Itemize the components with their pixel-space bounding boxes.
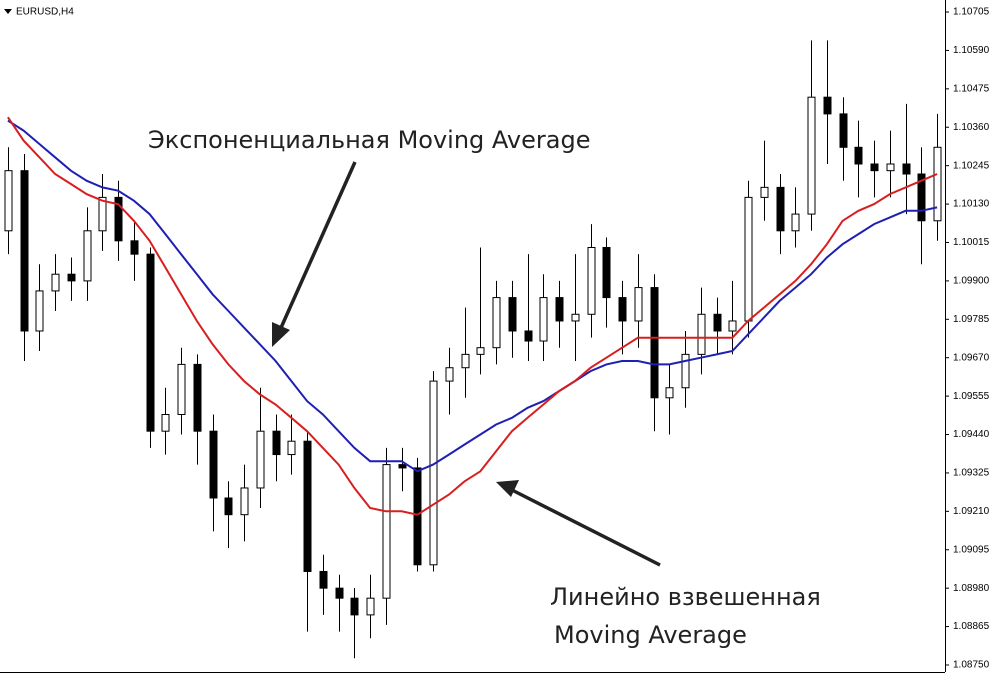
candle-body <box>398 464 407 469</box>
candle-body <box>83 230 92 282</box>
candle-body <box>760 186 769 198</box>
candle-body <box>508 297 517 332</box>
candle-body <box>319 570 328 589</box>
candle-body <box>382 464 391 599</box>
candle-body <box>224 497 233 516</box>
candle-body <box>807 96 816 215</box>
arrow-head <box>272 322 290 347</box>
candle-body <box>51 273 60 292</box>
arrow-head <box>496 480 519 497</box>
candle-body <box>839 113 848 148</box>
candle-body <box>854 146 863 165</box>
candle-body <box>193 363 202 432</box>
annotation: Линейно взвешенная <box>550 583 821 611</box>
y-tick-label: 1.10360 <box>953 122 990 133</box>
annotation: Экспоненциальная Moving Average <box>148 126 590 154</box>
candle-body <box>366 597 375 616</box>
y-tick-label: 1.09095 <box>953 544 990 555</box>
y-tick-label: 1.09210 <box>953 506 990 517</box>
candle-body <box>272 430 281 456</box>
arrow <box>511 488 661 567</box>
y-tick-label: 1.10590 <box>953 45 990 56</box>
candle-body <box>287 440 296 456</box>
candle-body <box>713 313 722 332</box>
moving-average-line <box>7 119 938 473</box>
candle-body <box>130 240 139 255</box>
candle-body <box>870 163 879 172</box>
y-tick-label: 1.09325 <box>953 468 990 479</box>
annotation: Moving Average <box>554 621 747 649</box>
candle-body <box>114 196 123 242</box>
candle-body <box>665 387 674 399</box>
y-tick-label: 1.10130 <box>953 199 990 210</box>
candle-body <box>917 173 926 222</box>
candle-body <box>209 430 218 499</box>
candle-body <box>618 297 627 322</box>
symbol-title: EURUSD,H4 <box>16 7 74 18</box>
candle-body <box>776 186 785 232</box>
candle-body <box>555 297 564 322</box>
y-tick-label: 1.09440 <box>953 429 990 440</box>
candle-body <box>20 170 29 332</box>
candle-body <box>492 297 501 349</box>
candle-body <box>539 297 548 342</box>
candle-body <box>650 287 659 399</box>
candle-body <box>146 253 155 432</box>
candle-body <box>744 196 753 322</box>
candle-body <box>98 196 107 232</box>
candle-body <box>933 146 942 222</box>
candle-body <box>240 487 249 516</box>
y-tick-label: 1.10245 <box>953 160 990 171</box>
candle-body <box>256 430 265 489</box>
candle-body <box>571 313 580 322</box>
candle-body <box>791 213 800 232</box>
candle-body <box>335 587 344 599</box>
candle-body <box>429 380 438 566</box>
candle-body <box>4 170 13 232</box>
candle-body <box>602 246 611 299</box>
y-tick-label: 1.09670 <box>953 352 990 363</box>
candle-body <box>476 347 485 355</box>
y-tick-label: 1.10475 <box>953 83 990 94</box>
candle-body <box>886 163 895 172</box>
arrows <box>272 161 661 567</box>
y-tick-label: 1.08980 <box>953 583 990 594</box>
y-tick-label: 1.10705 <box>953 7 990 18</box>
candle-body <box>445 367 454 382</box>
candle-body <box>823 96 832 115</box>
candle-body <box>35 290 44 332</box>
candle-body <box>697 313 706 355</box>
y-tick-label: 1.09900 <box>953 276 990 287</box>
y-tick-label: 1.09785 <box>953 314 990 325</box>
symbol-menu-icon[interactable] <box>4 9 12 14</box>
candle-body <box>303 440 312 572</box>
candle-body <box>413 467 422 566</box>
candle-body <box>350 597 359 616</box>
candle-body <box>587 246 596 315</box>
candle-body <box>161 413 170 432</box>
plot-area <box>4 40 942 659</box>
candle-body <box>902 163 911 175</box>
y-tick-label: 1.09555 <box>953 391 990 402</box>
candle-body <box>634 287 643 322</box>
y-tick-label: 1.10015 <box>953 237 990 248</box>
candle-body <box>524 330 533 342</box>
arrow <box>278 161 357 331</box>
y-tick-label: 1.08865 <box>953 621 990 632</box>
candle-body <box>728 320 737 332</box>
y-tick-label: 1.08750 <box>953 660 990 671</box>
moving-average-line <box>7 116 938 516</box>
candle-body <box>681 353 690 389</box>
candle-body <box>177 363 186 415</box>
candle-body <box>67 273 76 282</box>
candle-body <box>461 353 470 369</box>
